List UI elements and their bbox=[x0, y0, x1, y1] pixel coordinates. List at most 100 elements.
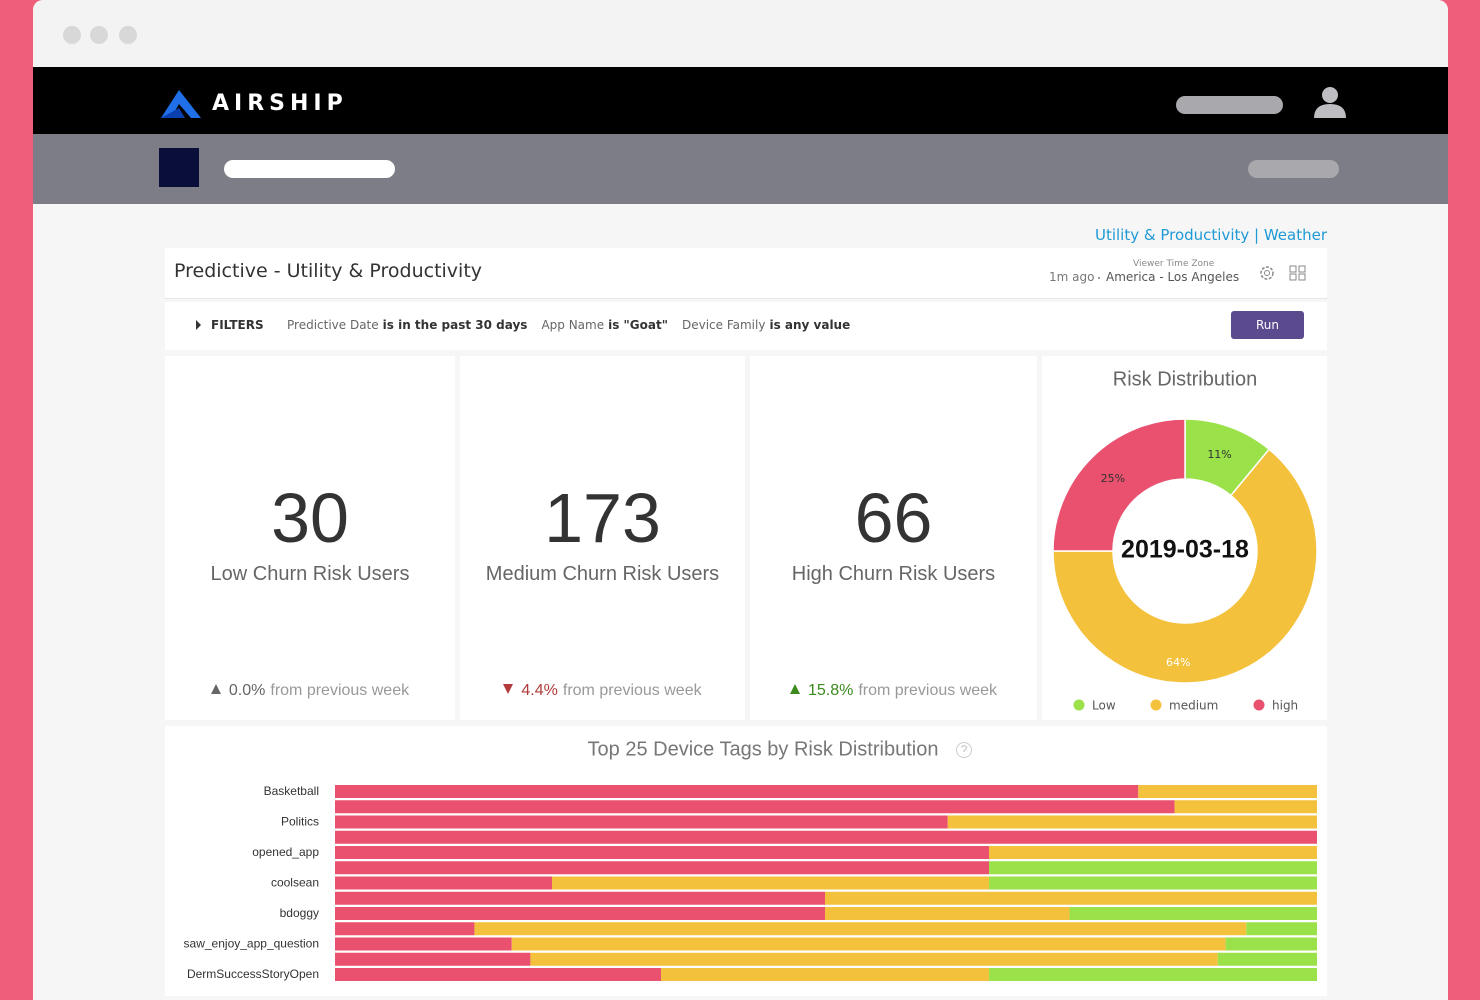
kpi-note: from previous week bbox=[270, 682, 410, 699]
kpi-value: 173 bbox=[544, 479, 661, 557]
bar-segment bbox=[335, 891, 826, 905]
nav-pill bbox=[1176, 96, 1283, 114]
bar-card: Top 25 Device Tags by Risk Distribution B… bbox=[165, 726, 1327, 996]
kpi-change-line: 4.4% from previous week bbox=[460, 682, 745, 700]
window-dot bbox=[63, 26, 81, 44]
legend-swatch bbox=[1253, 699, 1265, 711]
bar-segment bbox=[474, 922, 1247, 936]
brand: AIRSHIP bbox=[212, 91, 348, 116]
kpi-change-line: 15.8% from previous week bbox=[750, 682, 1037, 700]
bar-segment bbox=[1225, 937, 1317, 951]
logo-icon bbox=[161, 90, 201, 118]
pie-slice bbox=[1052, 448, 1318, 684]
filter-card bbox=[165, 302, 1327, 350]
kpi-value: 66 bbox=[854, 479, 933, 557]
bar-segment bbox=[989, 861, 1317, 875]
legend-swatch bbox=[1073, 699, 1085, 711]
bar-segment bbox=[552, 876, 990, 890]
kpi-label: Medium Churn Risk Users bbox=[485, 563, 720, 585]
bar-title: Top 25 Device Tags by Risk Distribution bbox=[588, 738, 939, 760]
window-dot bbox=[90, 26, 108, 44]
kpi-change-line: 0.0% from previous week bbox=[165, 682, 455, 700]
window-dot bbox=[119, 26, 137, 44]
bar-segment bbox=[947, 815, 1317, 829]
kpi-card: 30 Low Churn Risk Users 0.0% from previous … bbox=[165, 356, 455, 720]
dashboard-title: Predictive - Utility & Productivity bbox=[174, 260, 483, 282]
bar-segment bbox=[335, 861, 990, 875]
filter-list: Predictive Date is in the past 30 days App… bbox=[287, 318, 850, 332]
pie-chart: Risk Distribution 11% Low 64% medium 25% high 2… bbox=[1052, 368, 1318, 713]
pie-slice bbox=[1052, 418, 1186, 552]
filters-label[interactable]: FILTERS bbox=[211, 318, 264, 332]
bar-segment bbox=[1217, 952, 1317, 966]
pie-value-label: 25% bbox=[1101, 472, 1125, 485]
filter-field: App Name bbox=[541, 318, 605, 332]
help-circle bbox=[956, 742, 972, 758]
kpi-note: from previous week bbox=[562, 682, 702, 699]
kpi-note: from previous week bbox=[858, 682, 998, 699]
pie-title: Risk Distribution bbox=[1113, 368, 1257, 390]
breadcrumb[interactable]: Utility & Productivity | Weather bbox=[1094, 226, 1327, 244]
title-card bbox=[165, 248, 1327, 299]
bar-segment bbox=[335, 876, 553, 890]
legend-label: Low bbox=[1092, 699, 1116, 713]
kpi-card: 66 High Churn Risk Users 15.8% from previou… bbox=[750, 356, 1037, 720]
kpi-value: 30 bbox=[271, 479, 349, 557]
trend-arrow-shape bbox=[503, 684, 514, 694]
bar-segment bbox=[1138, 785, 1317, 798]
pie-center-label: 2019-03-18 bbox=[1121, 536, 1249, 564]
app-name-pill bbox=[224, 160, 395, 178]
trend-arrow bbox=[789, 684, 800, 694]
kpi-card: 173 Medium Churn Risk Users 4.4% from previ… bbox=[460, 356, 745, 720]
timezone-label[interactable]: Viewer Time Zone bbox=[1133, 259, 1215, 269]
bar-segment bbox=[825, 891, 1317, 905]
pie-value-label: 64% bbox=[1166, 656, 1190, 669]
y-tick-label: bdoggy bbox=[280, 906, 319, 920]
bar-segment bbox=[335, 907, 826, 920]
filter-condition: is "Goat" bbox=[608, 318, 668, 332]
filter-field: Predictive Date bbox=[287, 318, 379, 332]
trend-arrow-shape bbox=[210, 684, 221, 694]
sub-pill bbox=[1248, 160, 1339, 178]
toolbar-icons[interactable] bbox=[1257, 263, 1317, 283]
y-tick-label: coolsean bbox=[271, 876, 319, 890]
bar-segment bbox=[335, 922, 475, 936]
y-tick-label: Politics bbox=[281, 815, 319, 829]
bar-segment bbox=[1174, 800, 1317, 814]
pie-card: Risk Distribution 11% Low 64% medium 25% high 2… bbox=[1042, 356, 1327, 720]
app-icon bbox=[159, 148, 199, 187]
bar-segment bbox=[989, 876, 1317, 890]
help-icon[interactable] bbox=[956, 742, 972, 758]
bar-segment bbox=[335, 968, 662, 981]
y-tick-label: opened_app bbox=[252, 845, 319, 859]
bar-segment bbox=[335, 830, 1317, 844]
bar-segment bbox=[335, 800, 1175, 814]
bar-segment bbox=[825, 907, 1070, 920]
y-tick-label: DermSuccessStoryOpen bbox=[187, 967, 319, 981]
trend-arrow bbox=[503, 684, 514, 694]
kpi-change: 15.8% bbox=[807, 682, 854, 699]
bar-segment bbox=[661, 968, 990, 981]
kpi-label: High Churn Risk Users bbox=[791, 563, 996, 585]
filter-caret[interactable] bbox=[196, 320, 202, 330]
bar-segment bbox=[511, 937, 1226, 951]
legend-label: high bbox=[1272, 699, 1298, 713]
bar-chart: Top 25 Device Tags by Risk Distribution B… bbox=[184, 738, 1317, 981]
updated: 1m ago bbox=[1049, 270, 1095, 284]
help-glyph bbox=[960, 744, 968, 755]
bar-segment bbox=[335, 952, 531, 966]
trend-arrow bbox=[210, 684, 221, 694]
timezone[interactable]: America - Los Angeles bbox=[1106, 270, 1240, 284]
bar-segment bbox=[1069, 907, 1317, 920]
filter-condition: is in the past 30 days bbox=[382, 318, 528, 332]
user-icon[interactable] bbox=[1312, 84, 1348, 120]
bar-segment bbox=[989, 846, 1317, 859]
y-tick-label: Basketball bbox=[264, 784, 319, 798]
browser-window: AIRSHIP Utility & Productivity | Weather… bbox=[33, 0, 1448, 1000]
title-bar bbox=[33, 0, 1448, 67]
filter-field: Device Family bbox=[681, 318, 766, 332]
filter-condition: is any value bbox=[769, 318, 851, 332]
bar-segment bbox=[1246, 922, 1317, 936]
run-button[interactable]: Run bbox=[1231, 311, 1304, 339]
